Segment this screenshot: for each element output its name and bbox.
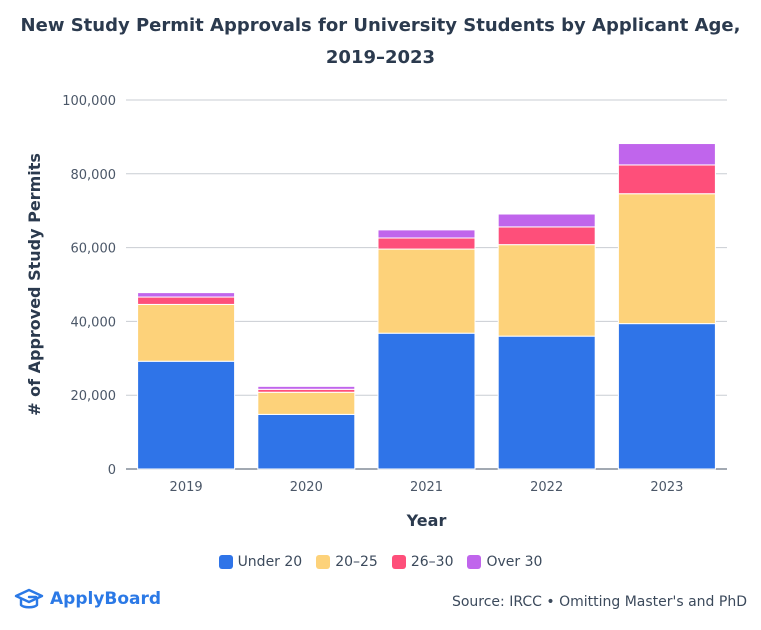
applyboard-logo: ApplyBoard — [14, 588, 161, 610]
legend: Under 20 20–25 26–30 Over 30 — [0, 554, 761, 570]
y-tick-label: 0 — [108, 463, 116, 478]
y-tick-label: 100,000 — [62, 94, 116, 109]
legend-label-under-20: Under 20 — [237, 554, 303, 570]
bar-segment-2022-0 — [497, 335, 596, 470]
legend-swatch-under-20 — [218, 555, 233, 569]
bar-segment-2021-0 — [377, 332, 476, 470]
legend-swatch-26-30 — [391, 555, 406, 569]
y-tick-label: 20,000 — [71, 389, 117, 404]
y-tick-label: 60,000 — [71, 242, 117, 257]
bar-segment-2022-1 — [497, 244, 596, 337]
bar-segment-2020-0 — [257, 413, 356, 470]
x-tick-label: 2019 — [170, 480, 203, 495]
x-tick-label: 2023 — [650, 480, 683, 495]
y-tick-label: 80,000 — [71, 168, 117, 183]
y-axis-label: # of Approved Study Permits — [25, 153, 44, 416]
source-note: Source: IRCC • Omitting Master's and PhD — [451, 594, 747, 610]
legend-label-26-30: 26–30 — [410, 554, 454, 570]
legend-label-over-30: Over 30 — [486, 554, 543, 570]
chart-title: New Study Permit Approvals for Universit… — [0, 10, 761, 74]
legend-item-under-20[interactable]: Under 20 — [218, 554, 303, 570]
bar-segment-2022-2 — [497, 226, 596, 246]
x-tick-label: 2021 — [410, 480, 443, 495]
bar-segment-2023-3 — [617, 143, 716, 166]
chart-title-line-1: New Study Permit Approvals for Universit… — [20, 15, 741, 36]
x-tick-label: 2020 — [290, 480, 323, 495]
legend-item-over-30[interactable]: Over 30 — [467, 554, 542, 570]
legend-swatch-over-30 — [467, 555, 482, 569]
bar-segment-2019-2 — [137, 296, 236, 305]
bar-segment-2019-0 — [137, 360, 236, 470]
y-tick-label: 40,000 — [71, 315, 117, 330]
x-tick-label: 2022 — [530, 480, 563, 495]
legend-label-20-25: 20–25 — [335, 554, 378, 570]
bar-segment-2023-1 — [617, 193, 716, 325]
bar-segment-2020-1 — [257, 391, 356, 415]
bar-segment-2019-1 — [137, 303, 236, 362]
bar-segment-2023-0 — [617, 323, 716, 470]
legend-item-26-30[interactable]: 26–30 — [391, 554, 454, 570]
x-axis-label: Year — [406, 511, 447, 530]
bar-segment-2021-2 — [377, 237, 476, 250]
legend-swatch-20-25 — [316, 555, 331, 569]
stacked-bar-chart: 0 20,000 40,000 60,000 80,000 100,000 2019 2020… — [25, 94, 727, 530]
bar-segment-2019-3 — [137, 292, 236, 298]
graduation-cap-logo-icon — [14, 588, 44, 609]
chart-title-line-2: 2019–2023 — [325, 47, 436, 68]
legend-item-20-25[interactable]: 20–25 — [316, 554, 378, 570]
bar-segment-2021-1 — [377, 248, 476, 334]
bar-segment-2022-3 — [497, 213, 596, 228]
bar-segment-2021-3 — [377, 229, 476, 239]
brand-name: ApplyBoard — [50, 589, 162, 609]
bar-segment-2023-2 — [617, 164, 716, 195]
bar-segment-2020-3 — [257, 385, 356, 390]
